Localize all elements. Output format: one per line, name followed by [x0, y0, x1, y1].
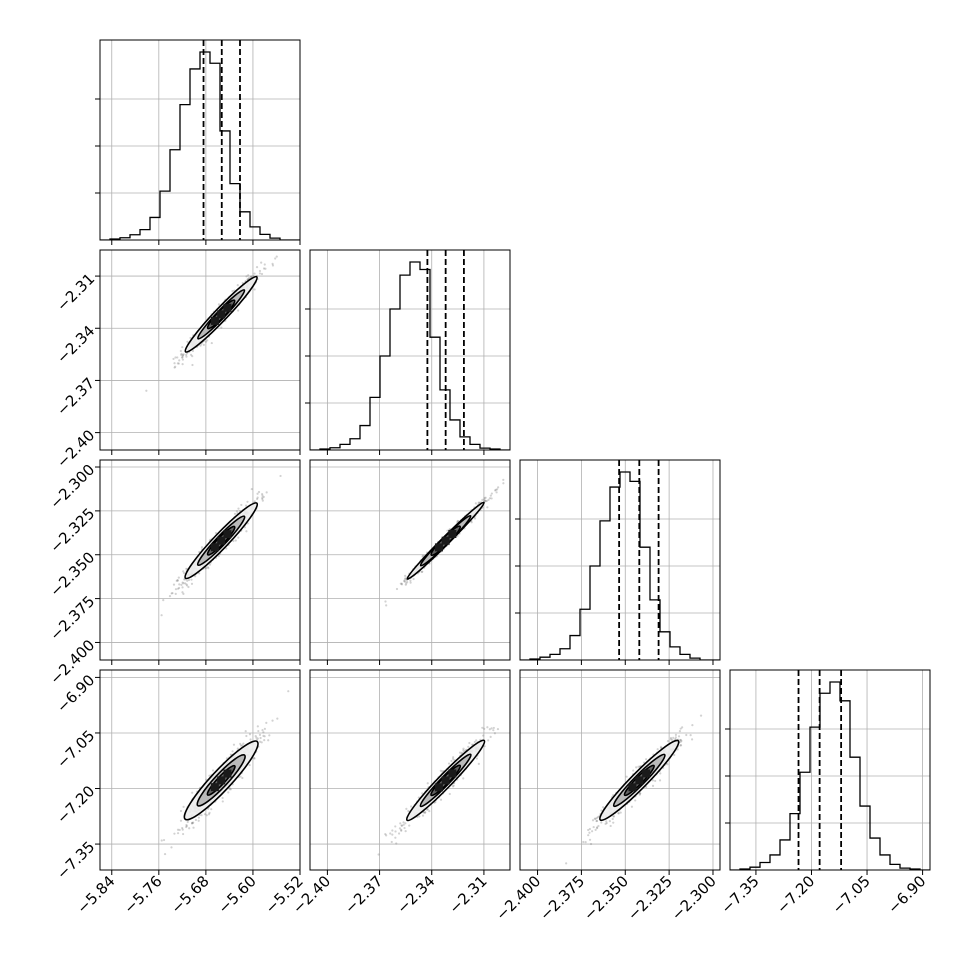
density-core-3-2-0 [628, 783, 637, 792]
panel-frame-1-0 [99, 249, 301, 451]
panel-1-0: −2.40 −2.37 −2.34 −2.31 [53, 249, 301, 471]
panel-frame-1-1 [309, 249, 511, 451]
x-tick-label-3-3: −6.90 [884, 872, 929, 917]
histogram-3 [730, 681, 930, 870]
y-tick-label-2-1: −2.375 [46, 592, 98, 644]
density-core-3-0-2 [223, 769, 232, 778]
panel-frame-2-0 [99, 459, 301, 661]
histogram-1 [310, 261, 510, 450]
density-core-3-1-0 [434, 783, 443, 792]
x-tick-label-2-3: −2.325 [624, 872, 676, 924]
panel-2-2 [515, 459, 721, 665]
density-core-2-0-1 [217, 536, 226, 545]
panel-frame-3-3 [729, 669, 931, 871]
y-tick-label-3-1: −7.20 [53, 782, 98, 827]
y-tick-label-2-2: −2.350 [46, 548, 98, 600]
y-tick-label-2-3: −2.325 [46, 505, 98, 557]
panel-0-0 [95, 39, 301, 245]
density-core-3-2-1 [635, 776, 644, 785]
panel-1-1 [305, 249, 511, 455]
panel-frame-3-1 [309, 669, 511, 871]
y-tick-label-1-2: −2.34 [53, 322, 98, 367]
panel-3-2: −2.400−2.375−2.350−2.325−2.300 [492, 669, 721, 924]
x-tick-label-3-2: −7.05 [829, 872, 874, 917]
density-core-2-1-2 [448, 529, 457, 538]
x-tick-label-0-1: −5.76 [120, 872, 165, 917]
panel-frame-3-2 [519, 669, 721, 871]
panel-frame-3-0 [99, 669, 301, 871]
panel-3-3: −7.35 −7.20 −7.05 −6.90 [718, 669, 931, 917]
x-tick-label-3-0: −7.35 [718, 872, 763, 917]
x-tick-label-0-2: −5.68 [167, 872, 212, 917]
x-tick-label-2-4: −2.300 [668, 872, 720, 924]
x-tick-label-2-1: −2.375 [536, 872, 588, 924]
x-tick-label-0-0: −5.84 [73, 872, 118, 917]
panel-3-0: −7.35−7.20−7.05−6.90−5.84 −5.76 −5.68 −5.60… [53, 669, 307, 917]
density-core-2-1-0 [434, 543, 443, 552]
density-core-3-1-1 [441, 776, 450, 785]
y-tick-label-3-2: −7.05 [53, 727, 98, 772]
panel-frame-0-0 [99, 39, 301, 241]
density-core-3-1-2 [448, 769, 457, 778]
density-core-2-0-0 [210, 543, 219, 552]
x-tick-label-1-1: −2.37 [341, 872, 386, 917]
density-core-2-0-2 [223, 530, 232, 539]
density-core-2-1-1 [441, 536, 450, 545]
y-tick-label-1-1: −2.37 [53, 374, 98, 419]
panel-3-1: −2.40 −2.37 −2.34 −2.31 [289, 669, 511, 917]
density-core-3-0-1 [217, 776, 226, 785]
density-core-1-0-1 [217, 310, 226, 319]
y-tick-label-3-0: −7.35 [53, 838, 98, 883]
density-core-3-0-0 [210, 783, 219, 792]
x-tick-label-0-3: −5.60 [215, 872, 260, 917]
x-tick-label-3-1: −7.20 [773, 872, 818, 917]
panel-frame-2-2 [519, 459, 721, 661]
x-tick-label-2-0: −2.400 [492, 872, 544, 924]
x-tick-label-1-2: −2.34 [393, 872, 438, 917]
panel-2-0: −2.400−2.375−2.350−2.325−2.300 [46, 459, 301, 688]
x-tick-label-1-3: −2.31 [446, 872, 491, 917]
y-tick-label-1-3: −2.31 [53, 270, 98, 315]
density-core-3-2-2 [642, 769, 651, 778]
histogram-0 [100, 51, 300, 240]
x-tick-label-2-2: −2.350 [580, 872, 632, 924]
density-core-1-0-2 [223, 303, 232, 312]
panel-frame-2-1 [309, 459, 511, 661]
y-tick-label-1-0: −2.40 [53, 426, 98, 471]
panel-2-1 [309, 459, 511, 665]
y-tick-label-2-4: −2.300 [46, 461, 98, 513]
density-core-1-0-0 [210, 316, 219, 325]
